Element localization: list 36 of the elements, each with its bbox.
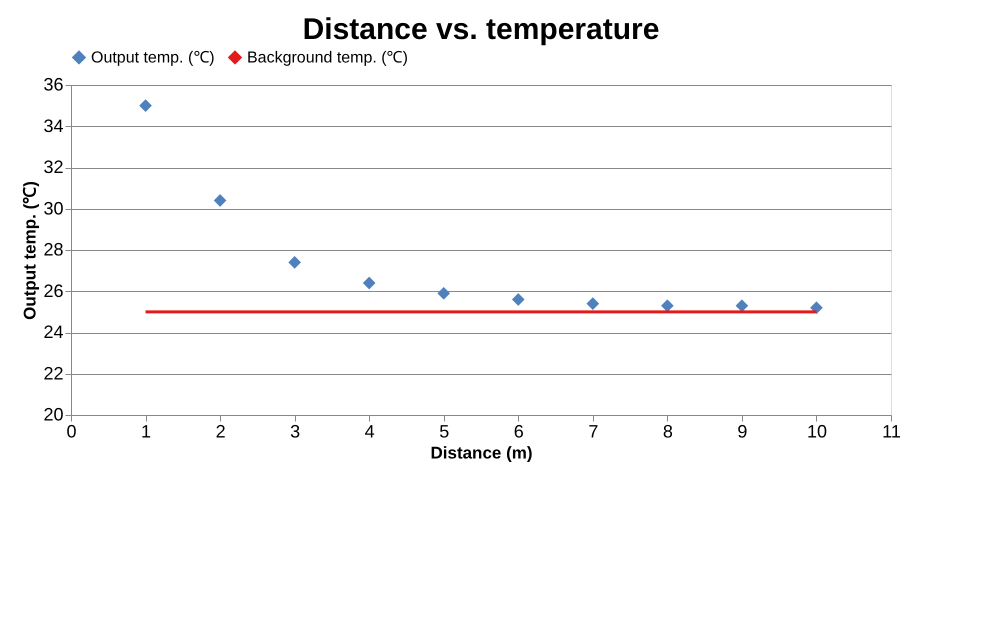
point: [437, 286, 450, 300]
point: [139, 99, 152, 112]
x-tick-label: 11: [882, 422, 901, 442]
point: [512, 293, 525, 306]
x-tick-label: 7: [588, 422, 598, 442]
legend-label: Background temp. (℃): [247, 49, 408, 66]
y-tick-label: 30: [43, 198, 64, 218]
point: [586, 297, 600, 310]
y-tick-label: 36: [43, 74, 64, 94]
x-tick-label: 10: [806, 422, 827, 442]
y-tick-label: 32: [43, 157, 64, 177]
point: [214, 194, 226, 207]
y-tick-label: 26: [43, 280, 64, 301]
y-axis-title: Output temp. (℃): [20, 181, 40, 320]
y-tick-label: 28: [43, 240, 64, 260]
x-tick-label: 8: [662, 422, 673, 442]
legend-label: Output temp. (℃): [91, 49, 215, 66]
point: [362, 276, 376, 290]
y-tick-label: 20: [43, 404, 64, 424]
x-tick-label: 3: [290, 422, 300, 442]
x-tick-label: 1: [141, 422, 152, 442]
x-tick-label: 4: [364, 422, 375, 442]
chart-title: Distance vs. temperature: [302, 13, 660, 46]
y-tick-label: 22: [43, 363, 64, 384]
point: [810, 301, 823, 314]
y-tick-label: 24: [43, 322, 64, 342]
x-tick-label: 0: [66, 422, 77, 442]
point: [736, 299, 748, 312]
point: [661, 299, 674, 312]
x-tick-label: 6: [514, 422, 524, 442]
x-tick-label: 9: [737, 422, 748, 442]
point: [288, 256, 301, 269]
x-tick-label: 2: [216, 422, 226, 442]
y-tick-label: 34: [43, 116, 64, 136]
x-tick-label: 5: [439, 422, 450, 442]
x-axis-title: Distance (m): [430, 444, 533, 462]
